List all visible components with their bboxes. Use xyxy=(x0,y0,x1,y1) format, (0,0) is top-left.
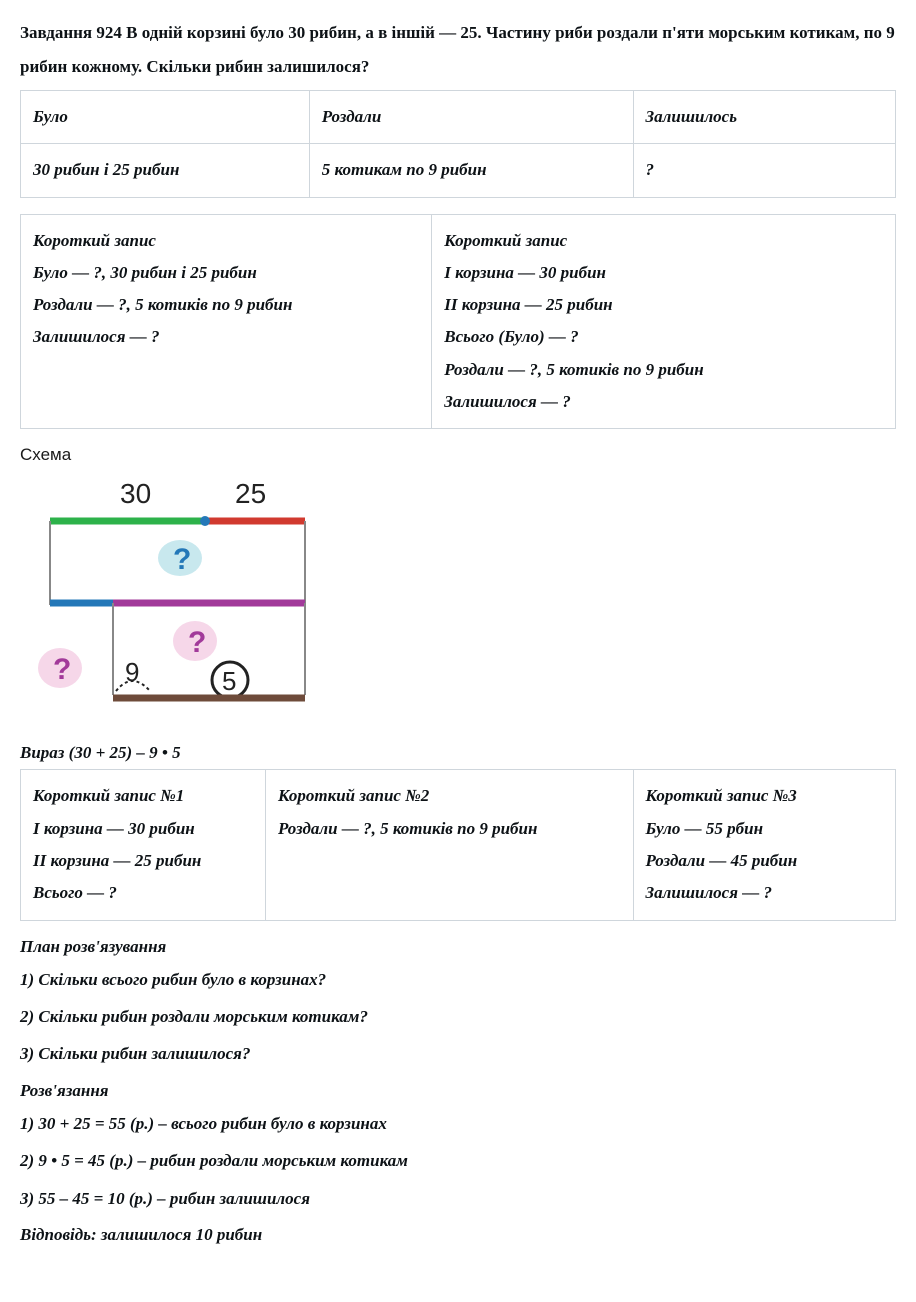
q-left: ? xyxy=(53,653,71,686)
col1: Короткий запис №1 I корзина — 30 рибин I… xyxy=(21,770,266,920)
problem-statement: Завдання 924 В одній корзині було 30 риб… xyxy=(20,16,896,84)
sr3: Всього (Було) — ? xyxy=(444,321,883,353)
th-zalysh: Залишилось xyxy=(633,91,896,144)
sr4: Роздали — ?, 5 котиків по 9 рибин xyxy=(444,354,883,386)
sr5: Залишилося — ? xyxy=(444,386,883,418)
three-notes-table: Короткий запис №1 I корзина — 30 рибин I… xyxy=(20,769,896,920)
sr2: II корзина — 25 рибин xyxy=(444,289,883,321)
expression: Вираз (30 + 25) – 9 • 5 xyxy=(20,743,896,763)
sol-2: 2) 9 • 5 = 45 (р.) – рибин роздали морсь… xyxy=(20,1142,896,1179)
short-left: Короткий запис Було — ?, 30 рибин і 25 р… xyxy=(21,214,432,429)
q-top: ? xyxy=(173,543,191,576)
sl2: Роздали — ?, 5 котиків по 9 рибин xyxy=(33,289,419,321)
c2-0: Короткий запис №2 xyxy=(278,780,621,812)
td-zalysh: ? xyxy=(633,144,896,197)
q-mid: ? xyxy=(188,626,206,659)
c3-3: Залишилося — ? xyxy=(646,877,884,909)
c3-0: Короткий запис №3 xyxy=(646,780,884,812)
col2: Короткий запис №2 Роздали — ?, 5 котиків… xyxy=(266,770,634,920)
plan-1: 1) Скільки всього рибин було в корзинах? xyxy=(20,961,896,998)
schema-5: 5 xyxy=(222,666,236,696)
schema-diagram: 30 25 ? ? ? 9 5 xyxy=(20,473,320,733)
sol-1: 1) 30 + 25 = 55 (р.) – всього рибин було… xyxy=(20,1105,896,1142)
plan-2: 2) Скільки рибин роздали морським котика… xyxy=(20,998,896,1035)
sr0: Короткий запис xyxy=(444,225,883,257)
given-table: Було Роздали Залишилось 30 рибин і 25 ри… xyxy=(20,90,896,198)
task-text: В одній корзині було 30 рибин, а в іншій… xyxy=(20,23,895,76)
c1-0: Короткий запис №1 xyxy=(33,780,253,812)
col3: Короткий запис №3 Було — 55 рбин Роздали… xyxy=(633,770,896,920)
answer: Відповідь: залишилося 10 рибин xyxy=(20,1225,896,1245)
c3-2: Роздали — 45 рибин xyxy=(646,845,884,877)
sl0: Короткий запис xyxy=(33,225,419,257)
c3-1: Було — 55 рбин xyxy=(646,813,884,845)
schema-label: Схема xyxy=(20,445,896,465)
short-right: Короткий запис I корзина — 30 рибин II к… xyxy=(432,214,896,429)
sol-3: 3) 55 – 45 = 10 (р.) – рибин залишилося xyxy=(20,1180,896,1217)
schema-25: 25 xyxy=(235,478,266,509)
short-notes-table: Короткий запис Було — ?, 30 рибин і 25 р… xyxy=(20,214,896,430)
sl3: Залишилося — ? xyxy=(33,321,419,353)
c1-2: II корзина — 25 рибин xyxy=(33,845,253,877)
task-number: Завдання 924 xyxy=(20,23,122,42)
solution-title: Розв'язання xyxy=(20,1081,896,1101)
sl1: Було — ?, 30 рибин і 25 рибин xyxy=(33,257,419,289)
c1-3: Всього — ? xyxy=(33,877,253,909)
c1-1: I корзина — 30 рибин xyxy=(33,813,253,845)
th-rozdaly: Роздали xyxy=(309,91,633,144)
plan-3: 3) Скільки рибин залишилося? xyxy=(20,1035,896,1072)
joint-dot xyxy=(200,516,210,526)
th-bulo: Було xyxy=(21,91,310,144)
plan-title: План розв'язування xyxy=(20,937,896,957)
sr1: I корзина — 30 рибин xyxy=(444,257,883,289)
td-bulo: 30 рибин і 25 рибин xyxy=(21,144,310,197)
td-rozdaly: 5 котикам по 9 рибин xyxy=(309,144,633,197)
c2-1: Роздали — ?, 5 котиків по 9 рибин xyxy=(278,813,621,845)
schema-30: 30 xyxy=(120,478,151,509)
